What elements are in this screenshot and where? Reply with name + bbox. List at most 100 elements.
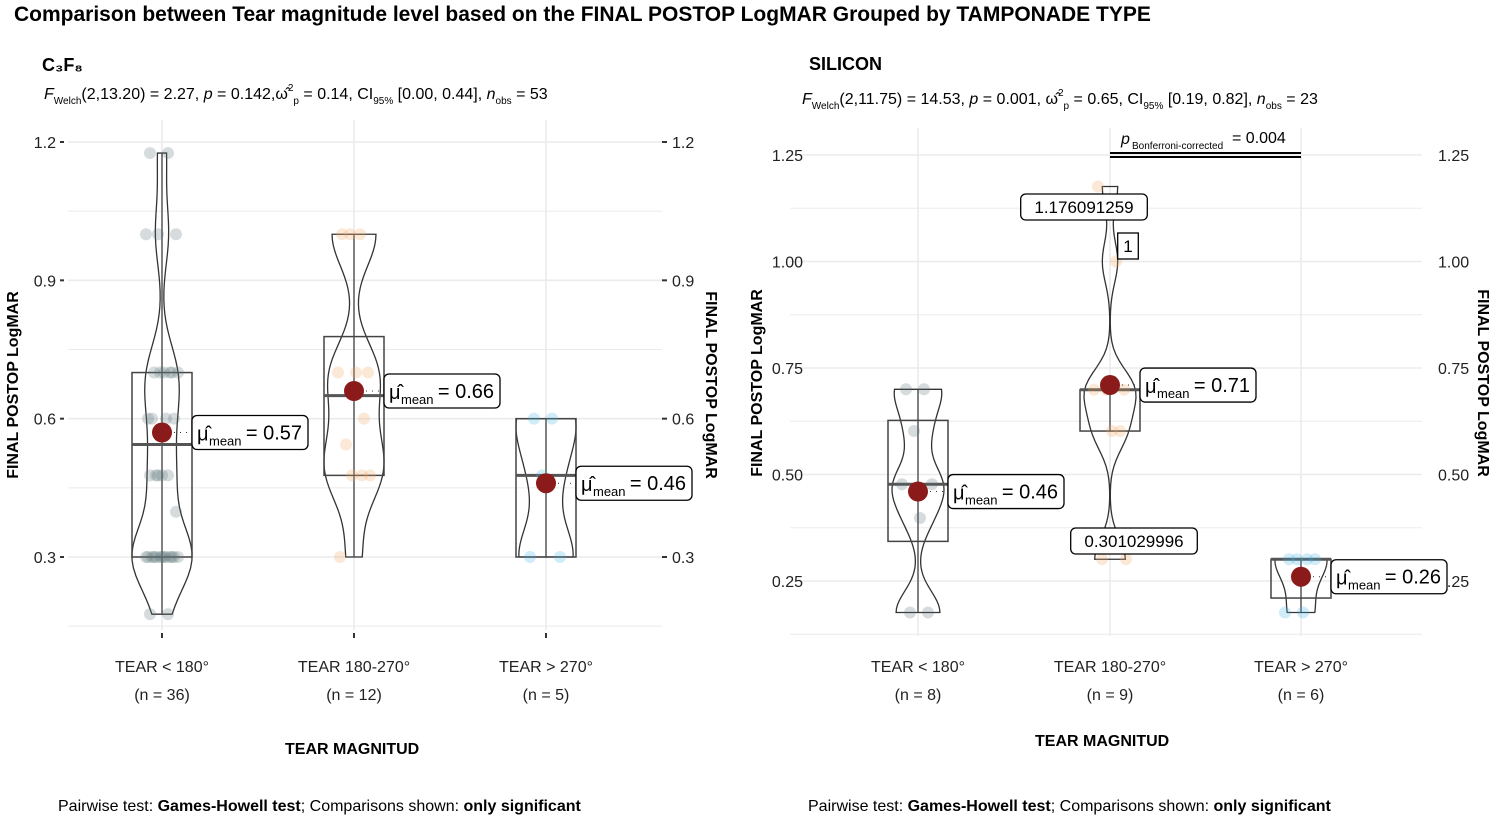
subtitle-segment: [0.00, 0.44], <box>393 86 487 103</box>
outlier-label: 1.176091259 <box>1034 198 1133 217</box>
data-point <box>528 412 540 425</box>
data-point <box>150 551 162 563</box>
box <box>323 335 385 477</box>
x-axis-title-c3f8: TEAR MAGNITUD <box>285 741 420 758</box>
mean-subscript: mean <box>593 484 626 499</box>
caption-shown: only significant <box>1213 798 1331 815</box>
data-point <box>334 551 346 563</box>
subtitle-segment: p <box>1063 101 1070 112</box>
data-point <box>144 608 156 621</box>
data-point <box>168 412 180 425</box>
data-point <box>1297 606 1309 619</box>
data-point <box>166 551 178 563</box>
caption-test: Games-Howell test <box>157 798 301 815</box>
y-tick-label-secondary: 0.50 <box>1438 468 1469 485</box>
data-point <box>1096 553 1108 566</box>
mean-label-box <box>575 465 693 501</box>
data-point <box>1291 553 1303 566</box>
subtitle-segment: ω̂ <box>275 86 288 103</box>
data-point <box>148 551 160 563</box>
y-tick-label-secondary: 0.9 <box>672 273 694 290</box>
outlier-label: 1 <box>1123 237 1132 256</box>
y-axis-title: FINAL POSTOP LogMAR <box>749 289 766 477</box>
y-tick-label: 0.25 <box>772 574 803 591</box>
mean-label: μ̂ mean = 0.46 <box>575 465 693 501</box>
significance-value: = 0.004 <box>1232 130 1286 147</box>
subtitle-segment: obs <box>495 96 512 107</box>
mean-value: = 0.66 <box>438 381 494 403</box>
caption-prefix: Pairwise test: <box>58 798 158 815</box>
mean-point <box>344 381 364 401</box>
mean-point <box>1291 566 1311 587</box>
y-axis-title: FINAL POSTOP LogMAR <box>5 291 22 479</box>
data-point <box>164 366 176 379</box>
violin <box>891 388 945 614</box>
x-tick-label: TEAR 180-270° <box>1054 659 1166 676</box>
panel-1: 0.25 0.250.50 0.500.75 0.751.00 1.001.25 1.25… <box>749 128 1491 704</box>
subtitle-segment: [0.19, 0.82], <box>1163 91 1257 108</box>
mean-value: = 0.57 <box>246 423 302 445</box>
x-axis-title-silicon: TEAR MAGNITUD <box>1035 733 1170 750</box>
outlier-label-box <box>1020 193 1148 221</box>
violin <box>131 152 193 615</box>
data-point <box>166 366 178 379</box>
subtitle-segment: Welch <box>53 96 82 107</box>
data-point <box>146 551 158 563</box>
subtitle-segment: n <box>486 86 496 103</box>
data-point <box>144 147 156 160</box>
mean-label-box <box>947 473 1065 510</box>
subtitle-segment: = 0.001, <box>978 91 1046 108</box>
mean-label-box <box>1139 367 1257 403</box>
subtitle-segment: 2 <box>287 83 294 94</box>
subtitle-segment: F <box>802 91 812 108</box>
data-point <box>1106 425 1118 438</box>
data-point <box>908 425 920 438</box>
mean-label: μ̂ mean = 0.71 <box>1139 367 1257 403</box>
panel-subtitle-c3f8: FWelch(2,13.20) = 2.27, p = 0.142,ω̂2 p =… <box>44 83 548 107</box>
data-point <box>1118 383 1130 396</box>
x-tick-label: TEAR > 270° <box>499 659 593 676</box>
data-point <box>160 412 172 425</box>
y-tick-label-secondary: 1.2 <box>672 135 694 152</box>
data-point <box>344 228 356 241</box>
data-point <box>926 478 938 491</box>
data-point <box>1279 606 1291 619</box>
subtitle-segment: 95% <box>1143 101 1164 112</box>
subtitle-segment: = 0.142, <box>212 86 276 103</box>
mean-subscript: mean <box>1348 578 1381 593</box>
x-tick-count: (n = 12) <box>326 687 382 704</box>
data-point <box>358 412 370 425</box>
data-point <box>152 469 164 482</box>
subtitle-segment: F <box>44 86 54 103</box>
subtitle-segment: p <box>203 86 213 103</box>
caption-middle: ; Comparisons shown: <box>1050 798 1214 815</box>
x-tick-count: (n = 6) <box>1278 687 1325 704</box>
y-tick-label-secondary: 1.00 <box>1438 255 1469 272</box>
y-tick-label: 0.50 <box>772 468 803 485</box>
mean-value: = 0.46 <box>630 473 686 495</box>
data-point <box>152 228 164 241</box>
mean-value: = 0.26 <box>1385 567 1441 589</box>
caption-middle: ; Comparisons shown: <box>300 798 464 815</box>
data-point <box>896 478 908 491</box>
data-point <box>362 366 374 379</box>
data-point <box>336 228 348 241</box>
data-point <box>1283 553 1295 566</box>
y-tick-label: 1.2 <box>34 135 56 152</box>
y-tick-label: 0.75 <box>772 361 803 378</box>
data-point <box>918 383 930 396</box>
subtitle-segment: (2,11.75) = 14.53, <box>839 91 970 108</box>
data-point <box>170 505 182 518</box>
y-tick-label-secondary: 1.25 <box>1438 148 1469 165</box>
caption-silicon: Pairwise test: Games-Howell test; Compar… <box>808 798 1331 816</box>
data-point <box>154 366 166 379</box>
mean-point <box>536 473 556 494</box>
panel-subtitle-silicon: FWelch(2,11.75) = 14.53, p = 0.001, ω̂2 p… <box>802 88 1318 112</box>
subtitle-segment: (2,13.20) = 2.27, <box>81 86 204 103</box>
mean-label: μ̂ mean = 0.46 <box>947 473 1065 510</box>
data-point <box>156 551 168 563</box>
data-point <box>546 412 558 425</box>
mean-label-box <box>1330 559 1448 595</box>
subtitle-segment: = 0.65, CI <box>1069 91 1144 108</box>
